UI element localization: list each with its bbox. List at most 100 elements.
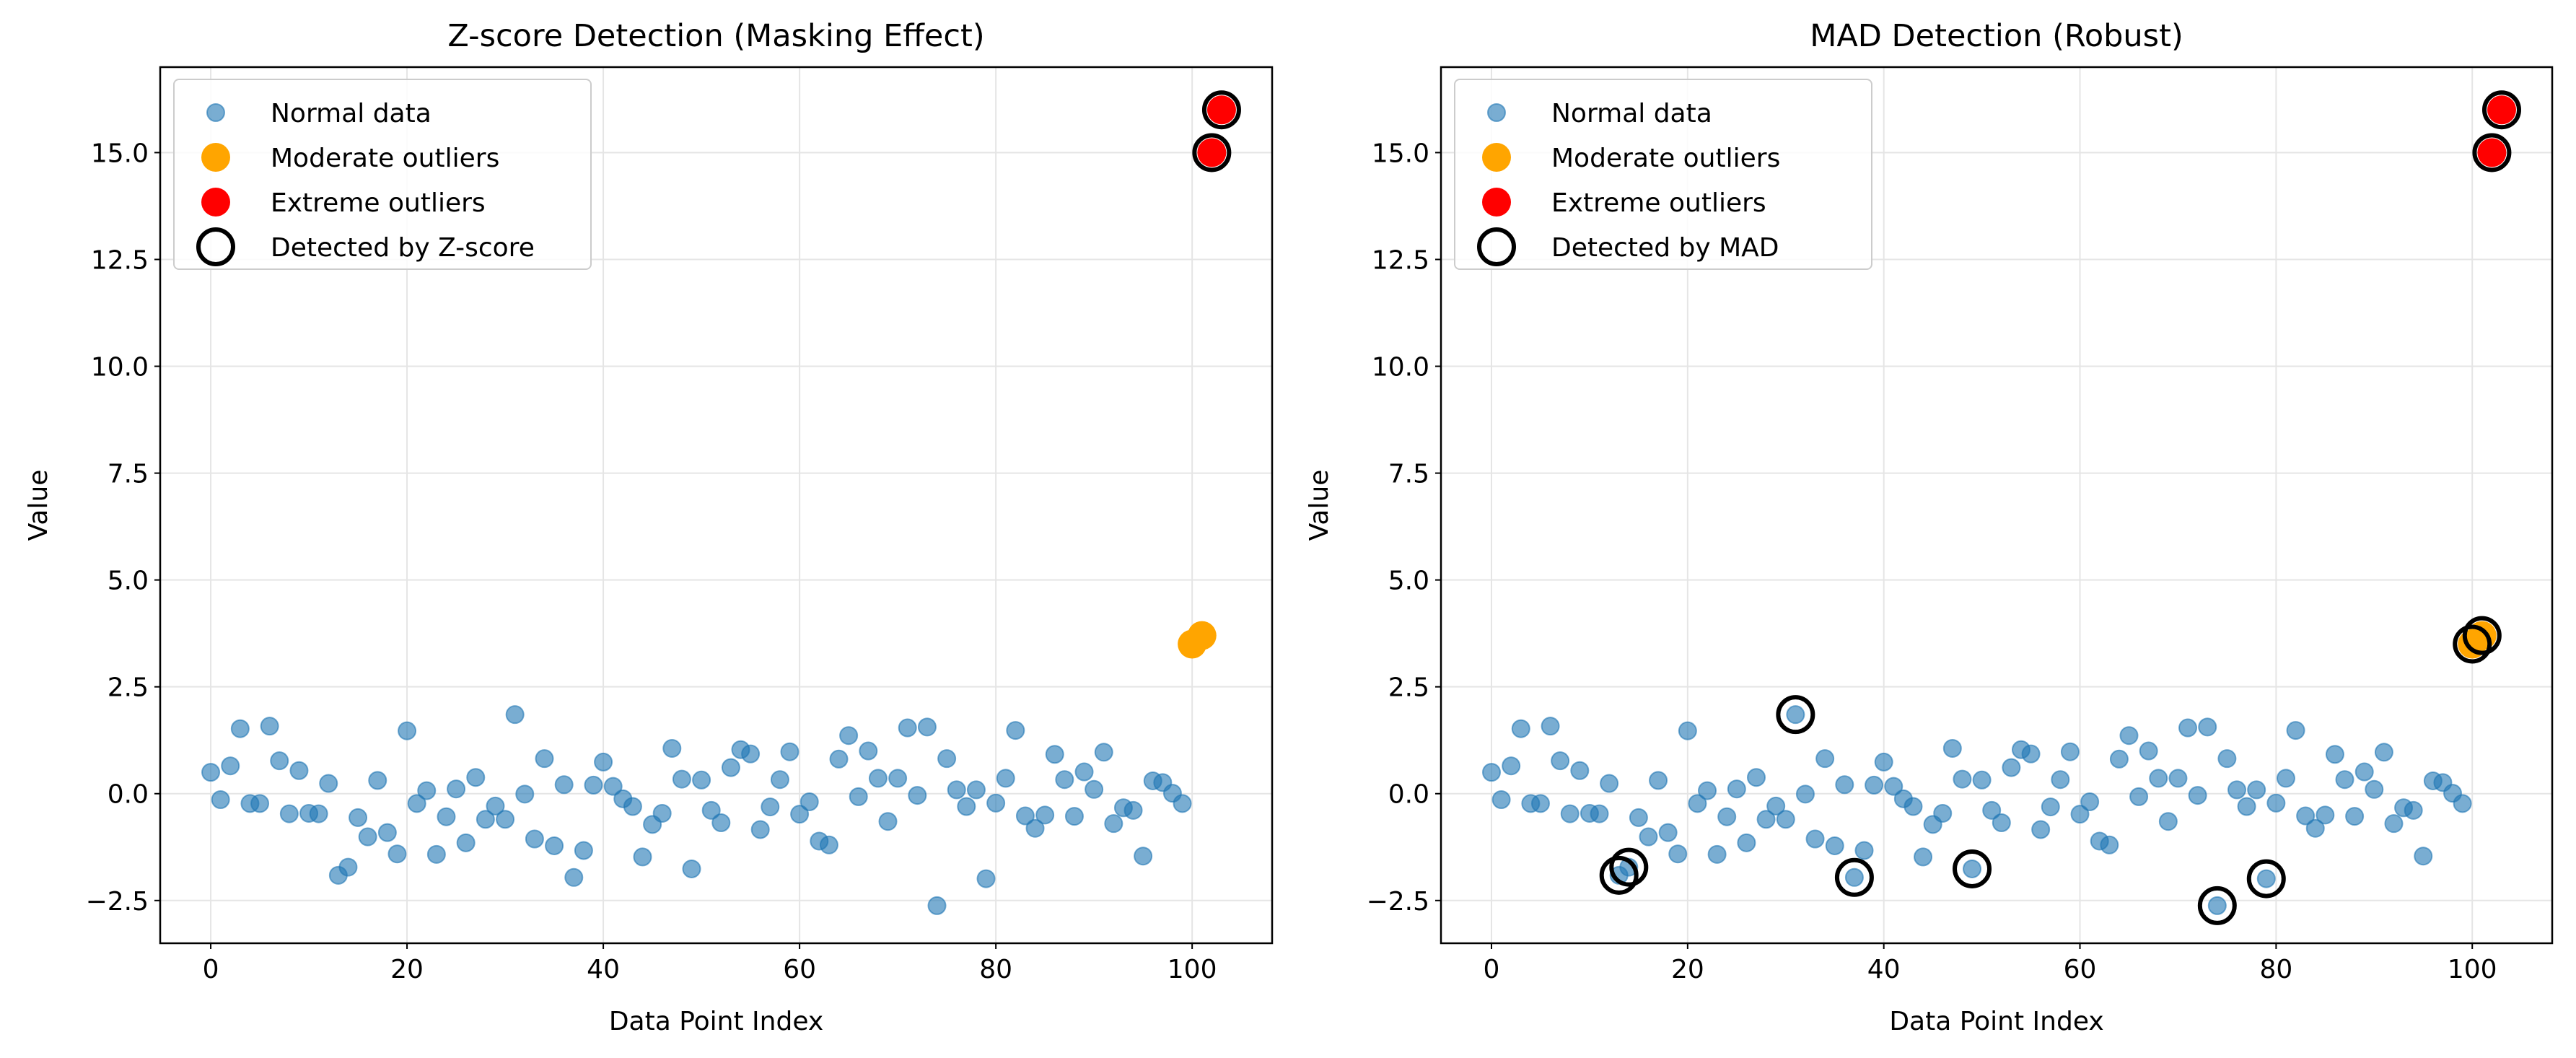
normal-data-point <box>2198 717 2217 737</box>
normal-data-point <box>701 800 721 820</box>
normal-data-point <box>2207 896 2227 915</box>
normal-data-point <box>476 810 495 829</box>
normal-data-point <box>1511 719 1530 738</box>
chart-panel-1: 0 20 40 60 80 100 −2.5 0.0 2.5 5.0 7.5 10.0 12.5 15.0… <box>24 18 1274 1036</box>
normal-data-point <box>407 794 426 813</box>
normal-data-point <box>2158 812 2178 831</box>
y-tick-label: 0.0 <box>1388 780 1429 810</box>
normal-data-point <box>417 781 437 800</box>
normal-data-point <box>338 857 358 877</box>
normal-data-point <box>2316 805 2335 825</box>
normal-data-point <box>1766 796 1786 816</box>
detected-marker <box>1953 849 1992 888</box>
legend-frame <box>173 79 592 270</box>
normal-data-point <box>623 797 642 816</box>
normal-data-point <box>1786 705 1805 725</box>
normal-data-point <box>2188 786 2207 805</box>
normal-data-point <box>1491 790 1511 810</box>
normal-data-point <box>859 741 878 761</box>
ticks: 0 20 40 60 80 100 −2.5 0.0 2.5 5.0 7.5 10.0 12.5 15.0 <box>86 139 1217 984</box>
detected-marker <box>1834 857 1874 897</box>
normal-data-point <box>947 780 966 800</box>
x-axis-label: Data Point Index <box>609 1007 823 1036</box>
normal-data-point <box>878 812 898 831</box>
normal-data-point <box>996 769 1015 788</box>
normal-data-point <box>1668 844 1688 864</box>
normal-data-point <box>1678 721 1697 740</box>
normal-data-point <box>1963 859 1982 878</box>
normal-data-point <box>1992 813 2011 833</box>
normal-data-point <box>260 717 279 736</box>
normal-data-point <box>2325 745 2344 764</box>
normal-data-point <box>211 790 230 810</box>
normal-data-point <box>289 761 309 780</box>
x-tick-label: 40 <box>587 955 620 984</box>
normal-data-point <box>309 804 328 823</box>
legend-marker-extreme <box>201 188 230 217</box>
y-tick-label: 12.5 <box>1372 245 1429 275</box>
normal-data-point <box>1688 794 1707 813</box>
normal-data-point <box>2021 744 2041 764</box>
normal-data-point <box>525 829 544 849</box>
x-tick-label: 100 <box>1167 955 1217 984</box>
normal-data-point <box>2031 820 2051 839</box>
normal-data-point <box>250 794 270 813</box>
legend-label: Normal data <box>1551 99 1712 128</box>
detected-marker <box>2197 886 2237 925</box>
normal-data-point <box>633 847 652 867</box>
normal-data-point <box>2070 805 2090 824</box>
normal-data-point <box>2384 814 2404 834</box>
normal-data-point <box>1844 867 1864 887</box>
detected-marker <box>2472 133 2512 172</box>
y-tick-label: 5.0 <box>108 567 149 596</box>
normal-data-point <box>839 726 859 746</box>
normal-data-point <box>849 787 868 806</box>
normal-data-point <box>2296 806 2316 826</box>
normal-data-point <box>1629 808 1648 827</box>
normal-data-point <box>1953 769 1972 789</box>
legend: Normal data Moderate outliers Extreme outl… <box>173 79 592 270</box>
normal-data-point <box>2168 769 2188 788</box>
x-tick-label: 20 <box>1671 955 1704 984</box>
legend-frame <box>1454 79 1872 270</box>
legend-marker-detected <box>196 227 235 266</box>
normal-data-point <box>387 844 407 864</box>
normal-data-point <box>1776 810 1795 829</box>
y-tick-label: 5.0 <box>1388 567 1429 596</box>
normal-data-point <box>868 769 888 788</box>
chart-title: MAD Detection (Robust) <box>1810 18 2183 54</box>
normal-data-point <box>1173 794 1192 813</box>
grid <box>160 67 1272 943</box>
normal-data-point <box>2080 792 2100 811</box>
legend-marker-extreme <box>1482 188 1511 217</box>
normal-data-point <box>1015 806 1035 826</box>
normal-data-point <box>515 784 535 804</box>
detected-marker <box>2246 859 2286 899</box>
normal-data-point <box>2227 780 2247 800</box>
normal-data-point <box>1590 804 1609 823</box>
normal-data-point <box>447 779 466 799</box>
normal-data-point <box>349 808 368 827</box>
normal-data-point <box>2149 769 2168 788</box>
normal-data-point <box>1104 814 1123 834</box>
normal-data-point <box>2276 769 2295 788</box>
normal-data-point <box>2354 762 2374 782</box>
normal-data-point <box>2100 835 2119 854</box>
normal-data-point <box>535 749 554 769</box>
normal-data-point <box>819 835 838 854</box>
normal-data-point <box>1085 779 1104 799</box>
legend-marker-moderate <box>201 143 230 172</box>
y-axis-label: Value <box>24 470 53 541</box>
y-tick-label: 7.5 <box>108 460 149 489</box>
normal-data-point <box>652 803 672 823</box>
normal-data-point <box>1982 800 2002 820</box>
normal-data-point <box>1972 770 1992 790</box>
normal-data-point <box>829 749 849 769</box>
normal-data-point <box>505 705 525 725</box>
axes-frame <box>159 66 1274 945</box>
normal-data-point <box>966 780 986 800</box>
normal-data-point <box>957 797 976 816</box>
normal-data-point <box>2129 787 2149 806</box>
normal-data-point <box>1600 774 1619 793</box>
